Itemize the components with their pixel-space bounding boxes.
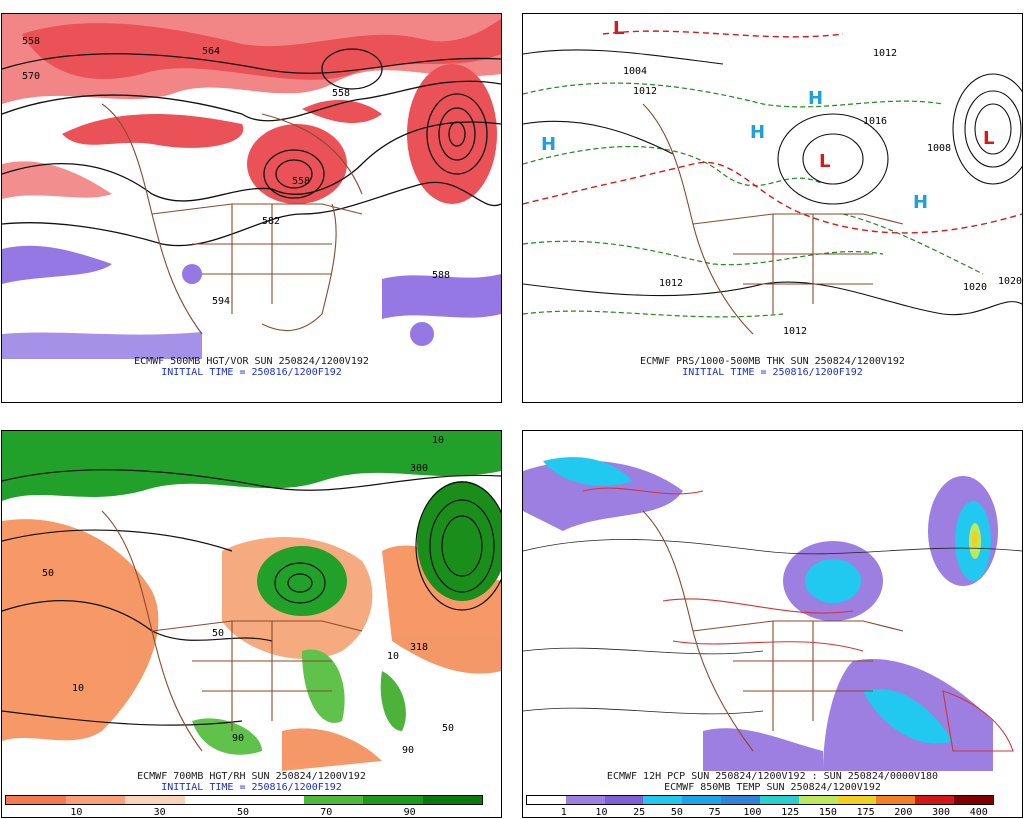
scale-tick-label: 50: [670, 807, 683, 818]
rh-label: 50: [42, 568, 54, 579]
scale-tick-label: 25: [633, 807, 646, 818]
rh-scale-ticks: 10 30 50 70 90: [5, 807, 481, 818]
map-700mb: 10 300 50 318 10 50 90 10 50 90: [2, 431, 501, 771]
scale-swatch: [915, 796, 955, 804]
scale-swatch: [721, 796, 760, 804]
pcp-scale-ticks: 1 10 25 50 75 100 125 150 175 200 300 400: [526, 807, 992, 818]
scale-tick-label: 400: [969, 807, 988, 818]
isobar-label: 1012: [783, 326, 807, 337]
contour-label: 558: [292, 176, 310, 187]
scale-swatch: [565, 796, 605, 804]
panel-12h-pcp-850-temp: ECMWF 12H PCP SUN 250824/1200V192 : SUN …: [522, 430, 1023, 818]
scale-swatch: [876, 796, 916, 804]
panel-init-time: INITIAL TIME = 250816/1200F192: [682, 367, 863, 378]
contour-label: 558: [332, 88, 350, 99]
panel-init-time: INITIAL TIME = 250816/1200F192: [161, 367, 342, 378]
high-pressure-symbol: H: [750, 122, 765, 143]
scale-swatch: [798, 796, 838, 804]
rh-label: 10: [72, 683, 84, 694]
low-pressure-symbol: L: [613, 18, 624, 39]
contour-label: 558: [22, 36, 40, 47]
scale-swatch: [954, 796, 993, 804]
isobar-label: 1016: [863, 116, 887, 127]
panel-title: ECMWF 12H PCP SUN 250824/1200V192 : SUN …: [606, 771, 939, 782]
panel-title: ECMWF 500MB HGT/VOR SUN 250824/1200V192: [134, 356, 369, 367]
rh-label: 50: [442, 723, 454, 734]
contour-label: 582: [262, 216, 280, 227]
panel-subtitle: ECMWF 850MB TEMP SUN 250824/1200V192: [664, 782, 881, 793]
scale-tick-label: 200: [894, 807, 913, 818]
rh-label: 90: [402, 745, 414, 756]
map-500mb: 558 570 558 558 582 564 588 594: [2, 14, 501, 359]
panel-title: ECMWF 700MB HGT/RH SUN 250824/1200V192: [137, 771, 366, 782]
isobar-label: 1012: [873, 48, 897, 59]
isobar-label: 1020: [998, 276, 1022, 287]
panel-700mb-hgt-rh: 10 300 50 318 10 50 90 10 50 90 ECMWF 70…: [1, 430, 502, 818]
scale-swatch: [6, 796, 66, 804]
isobar-label: 1012: [659, 278, 683, 289]
scale-tick-label: 70: [320, 807, 333, 818]
rh-label: 300: [410, 463, 428, 474]
isobar-label: 1020: [963, 282, 987, 293]
scale-swatch: [65, 796, 125, 804]
high-pressure-symbol: H: [808, 88, 823, 109]
contour-label: 570: [22, 71, 40, 82]
scale-swatch: [125, 796, 185, 804]
rh-color-scale: [5, 795, 483, 805]
scale-swatch: [604, 796, 644, 804]
contour-label: 564: [202, 46, 220, 57]
low-pressure-symbol: L: [983, 128, 994, 149]
rh-label: 318: [410, 642, 428, 653]
scale-tick-label: 150: [818, 807, 837, 818]
panel-init-time: INITIAL TIME = 250816/1200F192: [161, 782, 342, 793]
scale-tick-label: 75: [708, 807, 721, 818]
scale-swatch: [244, 796, 304, 804]
scale-tick-label: 50: [236, 807, 250, 818]
rh-label: 10: [387, 651, 399, 662]
contour-label: 588: [432, 270, 450, 281]
high-pressure-symbol: H: [913, 192, 928, 213]
isobar-label: 1004: [623, 66, 647, 77]
scale-swatch: [643, 796, 683, 804]
rh-label: 50: [212, 628, 224, 639]
scale-swatch: [682, 796, 722, 804]
isobar-label: 1012: [633, 86, 657, 97]
rh-label: 90: [232, 733, 244, 744]
scale-swatch: [363, 796, 423, 804]
pcp-color-scale: [526, 795, 994, 805]
scale-swatch: [422, 796, 482, 804]
panel-title: ECMWF PRS/1000-500MB THK SUN 250824/1200…: [640, 356, 905, 367]
map-pcp: [523, 431, 1022, 771]
scale-tick-label: 1: [560, 807, 567, 818]
scale-tick-label: 90: [403, 807, 416, 818]
panel-prs-thk: H H H H L L L 1004 1012 1012 1008 1016 1…: [522, 13, 1023, 403]
scale-swatch: [184, 796, 244, 804]
scale-tick-label: 10: [595, 807, 608, 818]
isobar-label: 1008: [927, 143, 951, 154]
low-pressure-symbol: L: [819, 151, 830, 172]
scale-swatch: [837, 796, 877, 804]
panel-500mb-hgt-vor: 558 570 558 558 582 564 588 594 ECMWF 50…: [1, 13, 502, 403]
rh-label: 10: [432, 435, 444, 446]
scale-tick-label: 175: [856, 807, 875, 818]
scale-tick-label: 125: [781, 807, 800, 818]
scale-swatch: [527, 796, 566, 804]
high-pressure-symbol: H: [541, 134, 556, 155]
scale-tick-label: 300: [932, 807, 951, 818]
scale-swatch: [759, 796, 799, 804]
contour-label: 594: [212, 296, 230, 307]
scale-tick-label: 10: [70, 807, 83, 818]
scale-swatch: [303, 796, 363, 804]
scale-tick-label: 30: [153, 807, 166, 818]
scale-tick-label: 100: [743, 807, 762, 818]
map-prs-thk: H H H H L L L 1004 1012 1012 1008 1016 1…: [523, 14, 1022, 359]
